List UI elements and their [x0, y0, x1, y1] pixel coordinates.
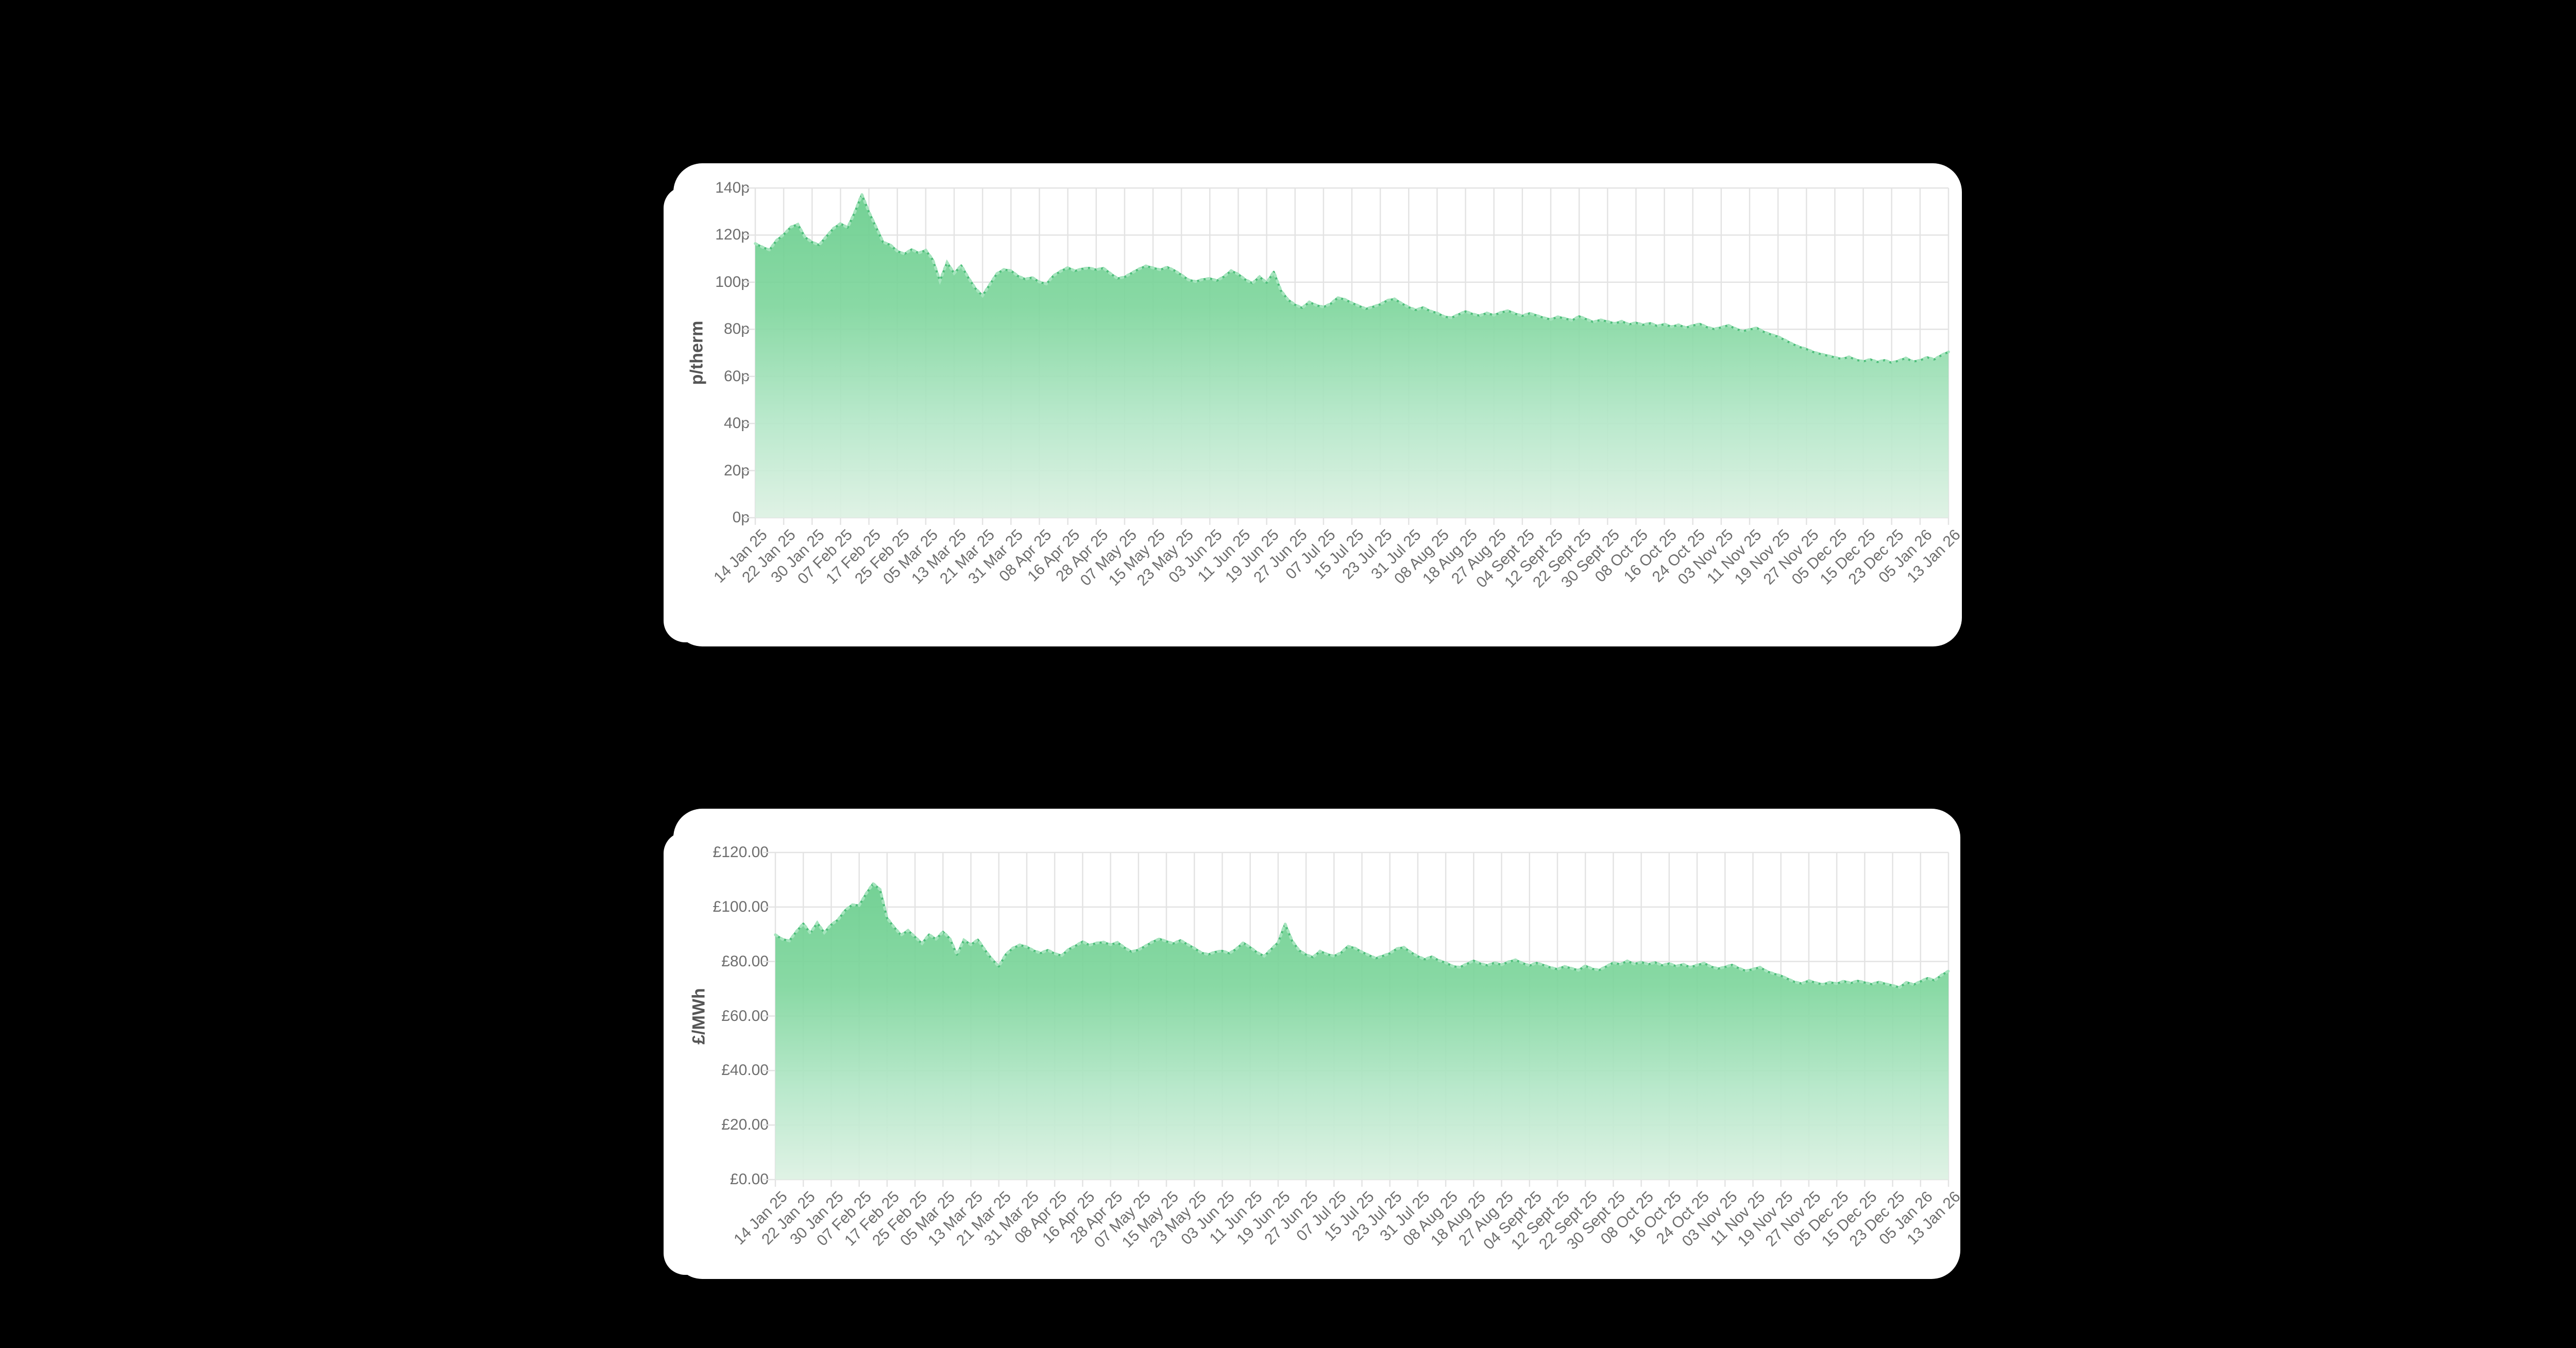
- y-tick-label: £60.00: [721, 1007, 769, 1025]
- electricity-price-area-chart: [763, 851, 1950, 1187]
- y-tick-label: £20.00: [721, 1116, 769, 1134]
- y-tick-label: £100.00: [713, 898, 769, 915]
- price-line-markers: [774, 881, 1950, 989]
- y-tick-label: £0.00: [730, 1171, 769, 1188]
- y-tick-label: £40.00: [721, 1062, 769, 1079]
- power-x-axis-ticks: 14 Jan 25 22 Jan 25 30 Jan 25 07 Feb 25 17 F…: [731, 1186, 1964, 1299]
- area-fill: [775, 883, 1948, 1180]
- gas-x-axis-ticks: 14 Jan 25 22 Jan 25 30 Jan 25 07 Feb 25 17 F…: [710, 524, 1964, 637]
- gas-price-card: p/therm 140p 120p 100p 80p 60p 40p 20p 0p 14 Ja…: [673, 163, 1964, 646]
- gas-price-area-chart: [743, 187, 1950, 525]
- y-tick-label: £120.00: [713, 844, 769, 861]
- area-fill: [755, 194, 1948, 518]
- power-y-axis-ticks: £120.00 £100.00 £80.00 £60.00 £40.00 £20.00 £0…: [673, 845, 769, 1187]
- gas-y-axis-ticks: 140p 120p 100p 80p 60p 40p 20p 0p: [673, 180, 750, 525]
- y-tick-label: £80.00: [721, 952, 769, 970]
- price-line-markers: [754, 190, 1950, 365]
- electricity-price-card: £/MWh £120.00 £100.00 £80.00 £60.00 £40.00 £2…: [673, 809, 1964, 1279]
